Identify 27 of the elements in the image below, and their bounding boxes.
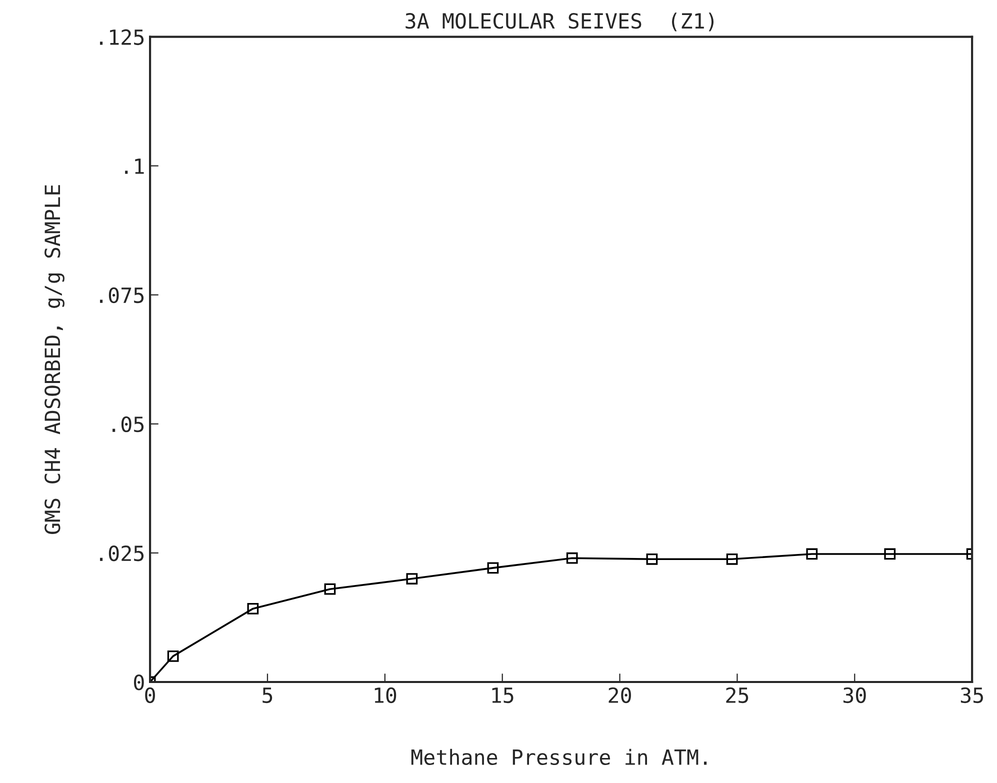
y-tick-label: .1 <box>125 158 144 174</box>
x-tick-label: 0 <box>145 687 155 704</box>
y-tick-label: .05 <box>112 416 144 432</box>
point <box>406 573 418 584</box>
y-tick-label: .075 <box>100 287 144 304</box>
point <box>646 553 658 565</box>
x-tick-label: 15 <box>492 688 514 704</box>
point <box>806 548 818 560</box>
point <box>247 603 259 614</box>
point <box>324 583 336 595</box>
x-tick-label: 10 <box>374 687 396 704</box>
x-tick-label: 20 <box>608 687 631 704</box>
y-tick-label: 0 <box>134 674 144 690</box>
x-axis-title: Methane Pressure in ATM. <box>411 748 707 766</box>
point <box>884 548 896 560</box>
x-tick-label: 30 <box>843 687 866 704</box>
y-axis-title: GMS CH4 ADSORBED, g/g SAMPLE <box>44 185 64 534</box>
point <box>487 562 499 574</box>
point <box>167 650 179 662</box>
point <box>566 552 578 564</box>
x-tick-label: 5 <box>262 688 272 704</box>
y-tick-label: .025 <box>100 545 144 562</box>
point <box>726 553 738 565</box>
x-tick-label: 25 <box>726 687 748 704</box>
y-tick-label: .125 <box>100 29 144 46</box>
chart-title: 3A MOLECULAR SEIVES (Z1) <box>406 12 714 32</box>
x-tick-label: 35 <box>960 687 983 704</box>
